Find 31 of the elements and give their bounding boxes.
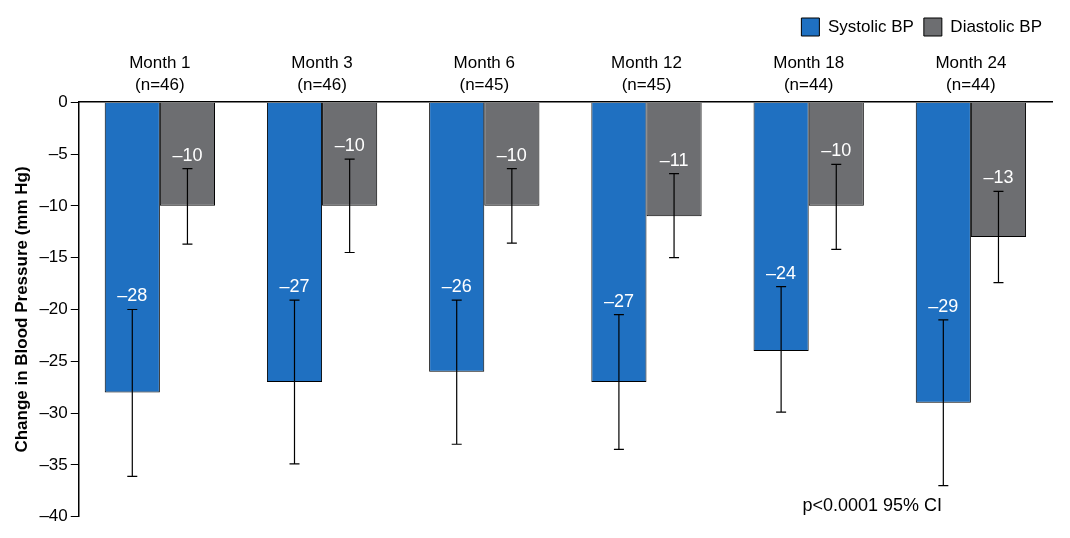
x-tick-label: Month 3 (n=46) bbox=[291, 52, 353, 94]
y-tick-label: –40 bbox=[39, 506, 68, 526]
data-label: –10 bbox=[821, 140, 852, 161]
y-axis-title: Change in Blood Pressure (mm Hg) bbox=[11, 166, 31, 453]
data-label: –13 bbox=[983, 167, 1014, 188]
data-label: –27 bbox=[279, 276, 310, 297]
legend-label: Systolic BP bbox=[827, 16, 914, 36]
y-tick-label: –10 bbox=[39, 195, 68, 215]
y-tick-label: –25 bbox=[39, 351, 68, 371]
data-label: –29 bbox=[928, 295, 959, 316]
y-tick-label: –35 bbox=[39, 454, 68, 474]
data-label: –24 bbox=[766, 262, 797, 283]
x-tick-label: Month 24 (n=44) bbox=[935, 52, 1007, 94]
data-label: –11 bbox=[659, 149, 689, 170]
data-label: –10 bbox=[172, 144, 203, 165]
x-tick-label: Month 18 (n=44) bbox=[773, 52, 845, 94]
data-label: –10 bbox=[334, 135, 365, 156]
data-label: –27 bbox=[603, 290, 634, 311]
y-tick-label: –15 bbox=[39, 247, 68, 267]
legend-label: Diastolic BP bbox=[950, 16, 1042, 36]
data-label: –28 bbox=[117, 285, 148, 306]
x-tick-label: Month 1 (n=46) bbox=[129, 52, 191, 94]
y-tick-label: –5 bbox=[48, 143, 68, 163]
x-tick-label: Month 6 (n=45) bbox=[453, 52, 515, 94]
data-label: –26 bbox=[441, 276, 472, 297]
x-tick-label: Month 12 (n=45) bbox=[611, 52, 682, 94]
y-tick-label: –20 bbox=[39, 299, 68, 319]
y-tick-label: –30 bbox=[39, 402, 68, 422]
data-label: –10 bbox=[496, 144, 527, 165]
annotation: p<0.0001 95% CI bbox=[802, 494, 942, 515]
y-tick-label: 0 bbox=[58, 91, 68, 111]
